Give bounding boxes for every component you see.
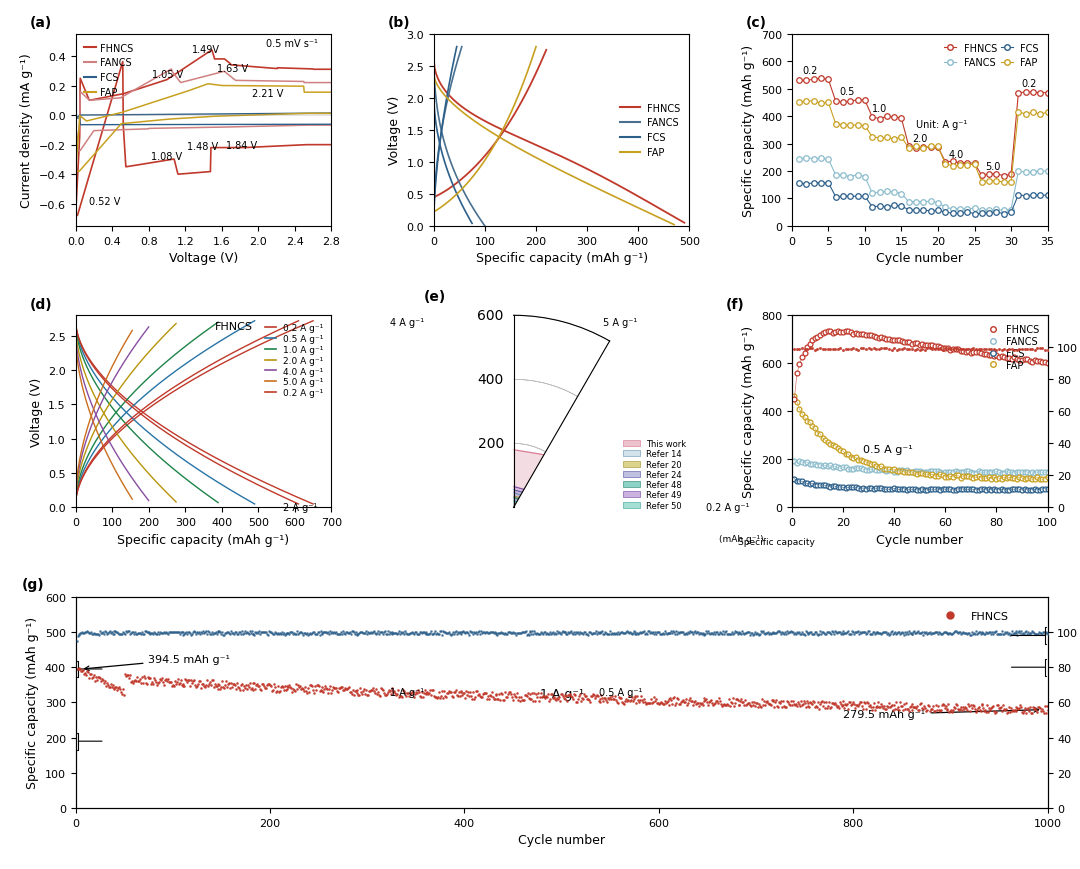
Legend: FHNCS, FANCS, FCS, FAP: FHNCS, FANCS, FCS, FAP <box>617 100 685 162</box>
Text: 0.5 mV s⁻¹: 0.5 mV s⁻¹ <box>266 38 318 49</box>
Text: 2.0: 2.0 <box>912 134 928 143</box>
Text: 0.2: 0.2 <box>802 66 818 76</box>
Text: 1.84 V: 1.84 V <box>227 141 257 150</box>
Y-axis label: Voltage (V): Voltage (V) <box>388 96 401 165</box>
Text: 1.48 V: 1.48 V <box>187 142 218 152</box>
Text: (b): (b) <box>388 17 410 30</box>
Text: 1 A g⁻¹: 1 A g⁻¹ <box>540 687 583 700</box>
Text: 2.21 V: 2.21 V <box>252 89 283 99</box>
Polygon shape <box>475 487 609 572</box>
X-axis label: Cycle number: Cycle number <box>876 533 963 546</box>
Y-axis label: Specific capacity (mAh g⁻¹): Specific capacity (mAh g⁻¹) <box>742 326 755 498</box>
X-axis label: Cycle number: Cycle number <box>518 833 605 846</box>
Text: 394.5 mAh g⁻¹: 394.5 mAh g⁻¹ <box>84 654 230 671</box>
Legend: FHNCS, FANCS, FCS, FAP: FHNCS, FANCS, FCS, FAP <box>980 321 1042 375</box>
Text: (e): (e) <box>423 289 446 303</box>
Text: 5.0: 5.0 <box>985 162 1000 172</box>
Text: 0.5: 0.5 <box>839 87 854 97</box>
Text: 0.5 A g⁻¹: 0.5 A g⁻¹ <box>863 445 914 454</box>
Polygon shape <box>482 490 597 563</box>
Text: (c): (c) <box>746 17 767 30</box>
Polygon shape <box>499 500 552 533</box>
Text: 279.5 mAh g⁻¹: 279.5 mAh g⁻¹ <box>843 708 1039 720</box>
X-axis label: Voltage (V): Voltage (V) <box>168 252 238 265</box>
Text: 1.63 V: 1.63 V <box>217 63 248 74</box>
Text: 0.52 V: 0.52 V <box>90 196 121 207</box>
Text: 1.0: 1.0 <box>872 104 887 114</box>
Y-axis label: Specific capacity (mAh g⁻¹): Specific capacity (mAh g⁻¹) <box>26 617 39 788</box>
Text: 0.2: 0.2 <box>1022 79 1037 89</box>
Text: (g): (g) <box>23 578 44 592</box>
Legend: 0.2 A g⁻¹, 0.5 A g⁻¹, 1.0 A g⁻¹, 2.0 A g⁻¹, 4.0 A g⁻¹, 5.0 A g⁻¹, 0.2 A g⁻¹: 0.2 A g⁻¹, 0.5 A g⁻¹, 1.0 A g⁻¹, 2.0 A g… <box>261 321 327 401</box>
Polygon shape <box>421 444 690 635</box>
Text: 1.49V: 1.49V <box>191 44 219 55</box>
X-axis label: Cycle number: Cycle number <box>876 252 963 265</box>
Text: (mAh g⁻¹): (mAh g⁻¹) <box>719 534 764 543</box>
Text: 4.0: 4.0 <box>948 149 963 160</box>
Text: Specific capacity: Specific capacity <box>738 537 814 546</box>
Text: 1.08 V: 1.08 V <box>150 152 181 163</box>
Text: (a): (a) <box>29 17 52 30</box>
Legend: This work, Refer 14, Refer 20, Refer 24, Refer 48, Refer 49, Refer 50: This work, Refer 14, Refer 20, Refer 24,… <box>620 436 690 514</box>
Text: (f): (f) <box>726 297 744 311</box>
Polygon shape <box>491 495 571 547</box>
Legend: FHNCS: FHNCS <box>935 607 1013 626</box>
Text: FHNCS: FHNCS <box>215 322 253 332</box>
Polygon shape <box>488 494 584 552</box>
Text: 1.05 V: 1.05 V <box>152 70 184 80</box>
X-axis label: Specific capacity (mAh g⁻¹): Specific capacity (mAh g⁻¹) <box>118 533 289 546</box>
Y-axis label: Current density (mA g⁻¹): Current density (mA g⁻¹) <box>21 53 33 208</box>
X-axis label: Specific capacity (mAh g⁻¹): Specific capacity (mAh g⁻¹) <box>475 252 648 265</box>
Y-axis label: Specific capacity (mAh g⁻¹): Specific capacity (mAh g⁻¹) <box>742 44 755 216</box>
Y-axis label: Voltage (V): Voltage (V) <box>29 377 42 447</box>
Legend: FHNCS, FANCS, FCS, FAP: FHNCS, FANCS, FCS, FAP <box>941 40 1042 72</box>
Polygon shape <box>469 483 622 580</box>
Legend: FHNCS, FANCS, FCS, FAP: FHNCS, FANCS, FCS, FAP <box>81 40 137 102</box>
Text: (d): (d) <box>29 297 52 311</box>
Text: Unit: A g⁻¹: Unit: A g⁻¹ <box>916 120 968 130</box>
